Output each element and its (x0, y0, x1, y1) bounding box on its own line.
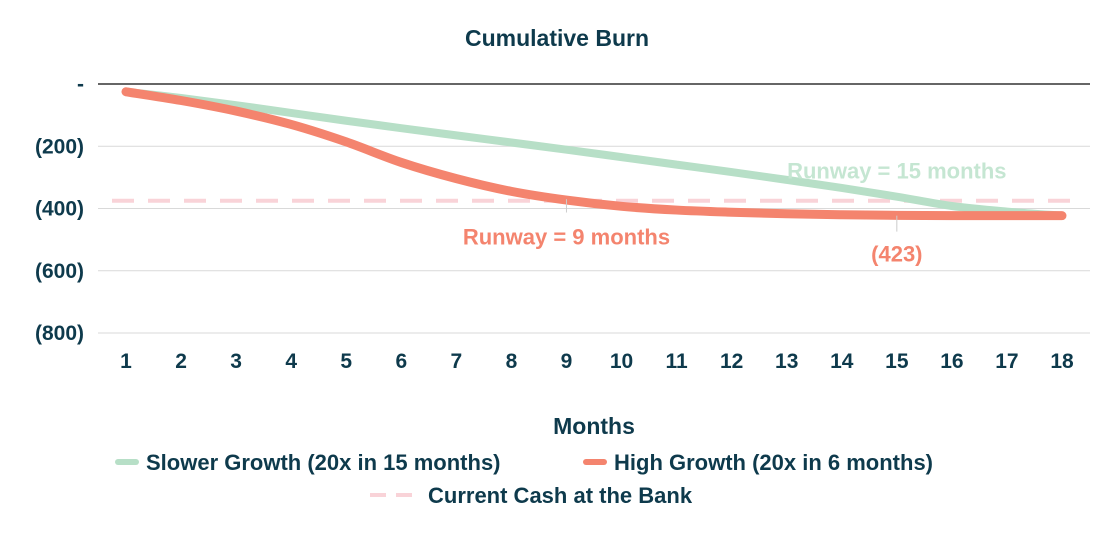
x-tick-label: 5 (340, 350, 352, 373)
x-tick-label: 4 (285, 350, 297, 373)
annotation-value-423: (423) (871, 242, 922, 267)
x-tick-label: 17 (995, 350, 1018, 373)
x-tick-label: 6 (395, 350, 407, 373)
annotation-runway-15-months: Runway = 15 months (787, 159, 1006, 184)
chart-title: Cumulative Burn (465, 25, 649, 51)
series-line-slower-growth (122, 87, 1066, 220)
legend-item-slower-growth: Slower Growth (20x in 15 months) (115, 450, 501, 475)
series-line-high-growth (121, 87, 1067, 221)
y-tick-label: (400) (35, 198, 84, 221)
series-lines (121, 87, 1067, 221)
y-tick-label: (200) (35, 135, 84, 158)
x-tick-label: 10 (610, 350, 633, 373)
x-tick-label: 8 (506, 350, 518, 373)
annotations: Runway = 15 months Runway = 9 months (423) (463, 159, 1007, 267)
y-tick-label: - (77, 73, 84, 96)
legend: Slower Growth (20x in 15 months) High Gro… (115, 450, 933, 508)
x-axis-label: Months (553, 413, 635, 439)
legend-label: Current Cash at the Bank (428, 483, 693, 508)
legend-item-high-growth: High Growth (20x in 6 months) (583, 450, 933, 475)
x-tick-label: 1 (120, 350, 132, 373)
x-tick-label: 16 (940, 350, 963, 373)
x-axis-tick-labels: 1 2 3 4 5 6 7 8 9 10 11 12 13 14 15 16 17 18 (120, 350, 1074, 373)
legend-label: Slower Growth (20x in 15 months) (146, 450, 501, 475)
x-tick-label: 3 (230, 350, 242, 373)
y-axis-tick-labels: - (200) (400) (600) (800) (35, 73, 84, 345)
y-tick-label: (800) (35, 322, 84, 345)
x-tick-label: 11 (665, 350, 688, 373)
x-tick-label: 15 (885, 350, 909, 373)
x-tick-label: 9 (561, 350, 573, 373)
x-tick-label: 14 (830, 350, 854, 373)
y-tick-label: (600) (35, 260, 84, 283)
gridlines (98, 83, 1090, 334)
legend-item-current-cash: Current Cash at the Bank (370, 483, 693, 508)
legend-label: High Growth (20x in 6 months) (614, 450, 933, 475)
x-tick-label: 2 (175, 350, 187, 373)
x-tick-label: 13 (775, 350, 798, 373)
x-tick-label: 12 (720, 350, 743, 373)
x-tick-label: 7 (451, 350, 463, 373)
annotation-runway-9-months: Runway = 9 months (463, 225, 670, 250)
x-tick-label: 18 (1050, 350, 1074, 373)
